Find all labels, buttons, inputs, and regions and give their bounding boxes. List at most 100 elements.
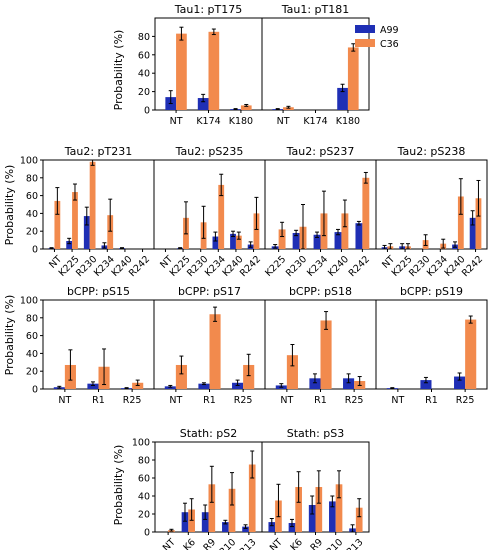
bar-c36	[89, 161, 96, 249]
bar-a99	[329, 501, 336, 532]
bar-c36	[315, 487, 323, 532]
y-tick-label: 20	[26, 367, 38, 378]
panel-title: bCPP: pS19	[400, 285, 463, 298]
x-tick-label: NT	[277, 116, 290, 127]
y-tick-label: 60	[26, 191, 38, 202]
y-tick-label: 80	[26, 313, 38, 324]
x-tick-label: R242	[127, 254, 152, 279]
x-tick-label: R10	[324, 537, 345, 550]
x-tick-label: R1	[92, 395, 105, 406]
x-tick-label: K174	[196, 116, 220, 127]
bar-c36	[457, 196, 464, 249]
y-tick-label: 40	[26, 209, 38, 220]
x-tick-label: R230	[284, 254, 309, 279]
bar-c36	[209, 314, 221, 389]
x-tick-label: R13	[345, 537, 366, 550]
x-tick-label: NT	[170, 116, 183, 127]
panel-frame	[375, 159, 488, 250]
bar-c36	[72, 192, 78, 249]
bar-c36	[175, 364, 187, 389]
bar-a99	[454, 376, 466, 389]
y-axis-label-row1: Probability (%)	[112, 30, 125, 111]
bar-c36	[465, 319, 477, 389]
bar-c36	[107, 215, 114, 249]
bar-c36	[475, 198, 482, 249]
legend-swatch-c36	[355, 39, 375, 47]
x-tick-label: NT	[161, 537, 178, 550]
chart-panel-1: Tau1: pT181 NT K174 K180	[261, 3, 370, 127]
x-tick-label: K225	[263, 254, 288, 279]
panel-title: Tau1: pT181	[281, 3, 350, 16]
x-tick-label: R25	[123, 395, 142, 406]
y-tick-label: 40	[138, 492, 150, 503]
bar-a99	[337, 87, 348, 110]
y-axis-label-row2: Probability (%)	[3, 165, 16, 246]
bar-c36	[228, 488, 236, 532]
bar-a99	[83, 216, 90, 249]
bar-a99	[242, 526, 249, 532]
bar-a99	[292, 232, 300, 249]
chart-panel-7: bCPP: pS17 NT R1 R25	[153, 285, 266, 406]
bar-a99	[197, 98, 209, 110]
bar-c36	[295, 487, 302, 532]
bar-c36	[176, 33, 187, 110]
bar-a99	[313, 234, 321, 249]
bar-c36	[243, 364, 255, 389]
bar-a99	[222, 522, 229, 532]
x-tick-label: R9	[201, 537, 218, 550]
x-tick-label: R242	[238, 254, 263, 279]
x-tick-label: K180	[229, 116, 253, 127]
x-tick-label: R242	[347, 254, 372, 279]
x-tick-label: R1	[425, 395, 438, 406]
x-tick-label: R10	[217, 537, 238, 550]
bar-c36	[253, 213, 260, 249]
x-tick-label: R25	[345, 395, 364, 406]
bar-c36	[208, 484, 216, 532]
x-tick-label: R25	[456, 395, 475, 406]
x-tick-label: K180	[336, 116, 360, 127]
x-tick-label: R242	[460, 254, 485, 279]
y-tick-label: 40	[138, 69, 150, 80]
bar-c36	[208, 31, 220, 110]
legend: A99 C36	[355, 25, 399, 50]
panel-title: Tau2: pS238	[397, 145, 466, 158]
legend-label-a99: A99	[380, 25, 399, 36]
legend-label-c36: C36	[380, 39, 399, 50]
y-tick-label: 80	[26, 173, 38, 184]
x-tick-label: R1	[314, 395, 327, 406]
chart-panel-9: bCPP: pS19 NT R1 R25	[375, 285, 488, 406]
bar-a99	[201, 512, 209, 532]
panel-title: Tau2: pS235	[175, 145, 244, 158]
legend-swatch-a99	[355, 25, 375, 33]
chart-panel-6: bCPP: pS15 0 20 40 60 80 100 NT R1 R25	[20, 285, 155, 406]
y-tick-label: 100	[20, 156, 38, 167]
bar-a99	[308, 505, 316, 532]
y-tick-label: 20	[138, 87, 150, 98]
panel-title: bCPP: pS15	[67, 285, 130, 298]
y-tick-label: 20	[138, 510, 150, 521]
x-tick-label: R25	[234, 395, 253, 406]
chart-panel-0: Tau1: pT175 0 20 40 60 80 NT K174 K180	[138, 3, 263, 127]
chart-panel-10: Stath: pS2 0 20 40 60 80 100 NT K6 R9 R10 R13	[132, 427, 263, 550]
panel-title: Tau1: pT175	[174, 3, 243, 16]
x-tick-label: NT	[391, 395, 404, 406]
bar-c36	[355, 507, 363, 532]
panel-title: Tau2: pS237	[286, 145, 355, 158]
x-tick-label: NT	[58, 395, 71, 406]
bar-a99	[469, 217, 476, 249]
y-axis-label-row4: Probability (%)	[112, 445, 125, 526]
bar-a99	[309, 378, 321, 389]
bar-c36	[341, 213, 349, 249]
y-tick-label: 100	[20, 296, 38, 307]
y-tick-label: 60	[138, 50, 150, 61]
bar-a99	[334, 232, 342, 249]
bar-c36	[286, 355, 298, 389]
bar-a99	[198, 383, 210, 389]
bar-a99	[66, 240, 73, 249]
bar-c36	[335, 484, 343, 532]
y-tick-label: 40	[26, 349, 38, 360]
